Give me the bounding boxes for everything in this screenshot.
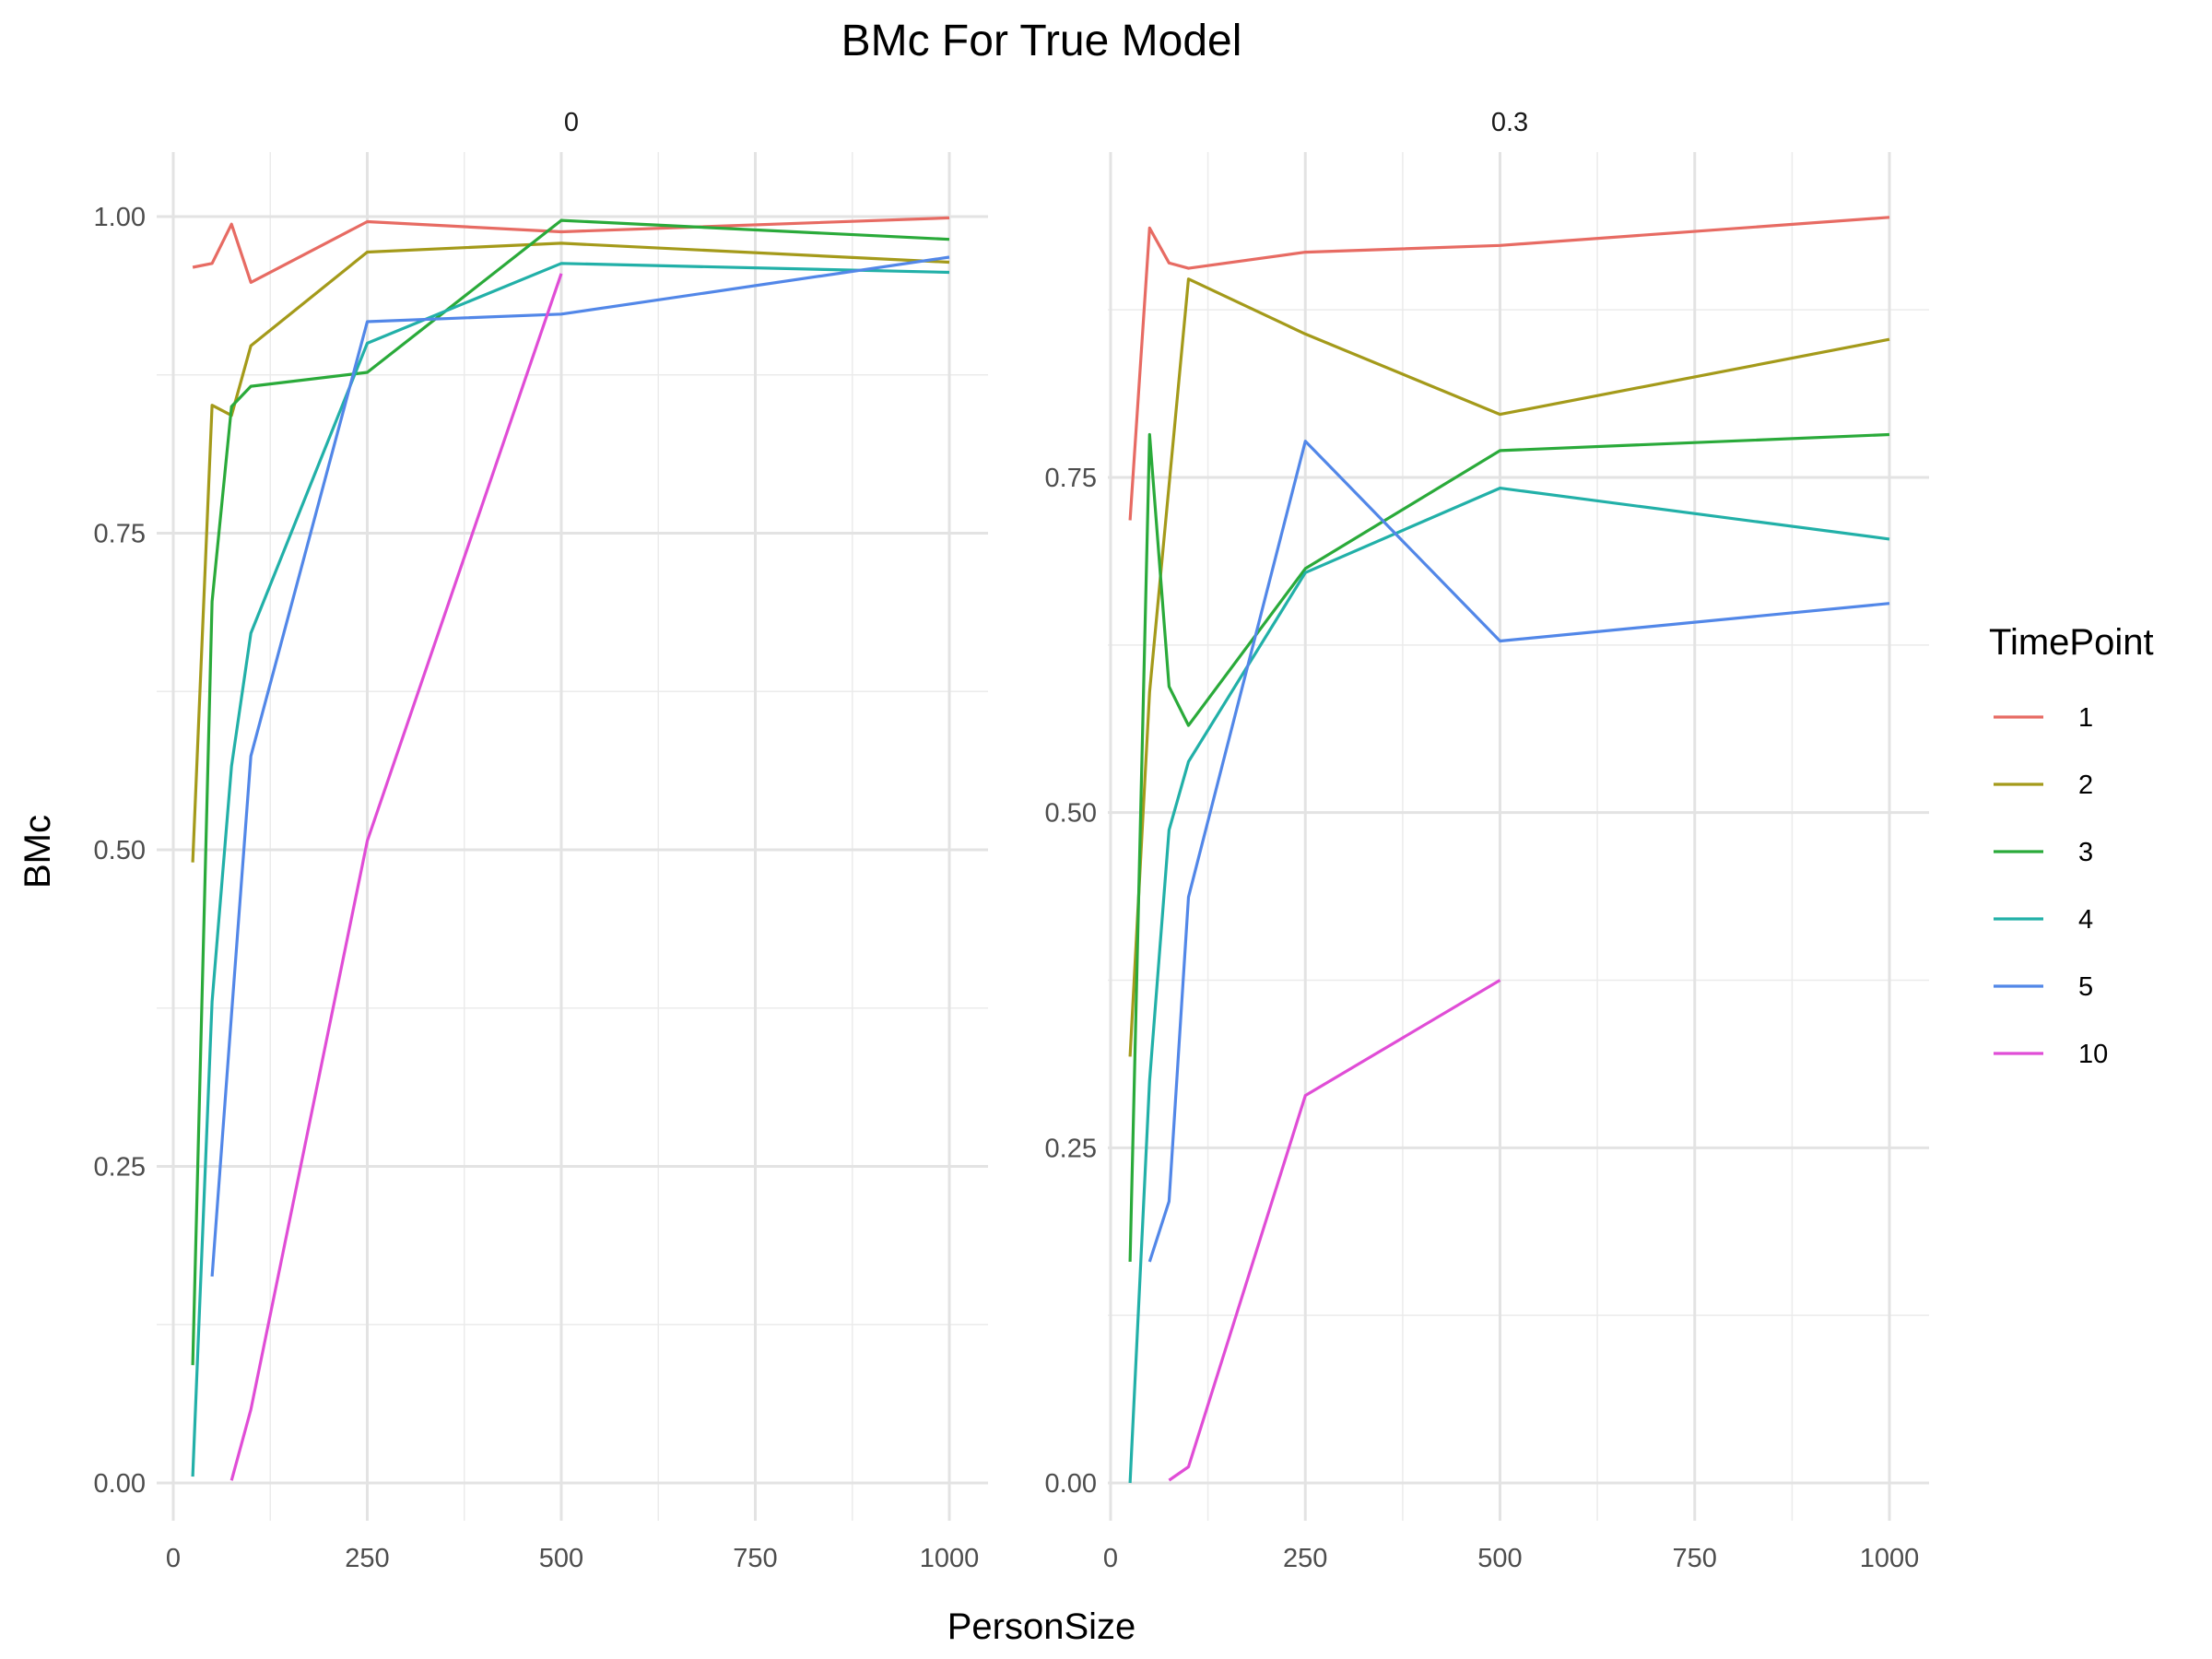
series-line-timepoint-4 [1128, 487, 1890, 1484]
y-tick-label: 0.25 [1045, 1134, 1097, 1163]
x-tick-label: 750 [1673, 1544, 1717, 1573]
chart-title: BMc For True Model [841, 17, 1242, 65]
series-line-timepoint-10 [1168, 979, 1501, 1482]
series-line-timepoint-3 [1128, 432, 1890, 1263]
gridlines [1108, 152, 1929, 1521]
y-tick-label: 0.50 [1045, 799, 1097, 829]
y-tick-label: 0.00 [94, 1469, 146, 1499]
series-line-timepoint-2 [1128, 277, 1890, 1057]
gridlines [157, 152, 988, 1521]
series-line-timepoint-1 [1128, 216, 1890, 521]
series-lines [1128, 216, 1890, 1484]
legend-item-5: 5 [1994, 972, 2093, 1002]
legend-label: 4 [2078, 905, 2093, 935]
series-line-timepoint-1 [192, 216, 950, 284]
x-tick-label: 1000 [920, 1544, 980, 1573]
legend-items: 1 2 3 4 5 10 [1994, 703, 2108, 1069]
facet-strip-label: 0 [564, 108, 579, 137]
y-tick-label: 0.75 [94, 520, 146, 549]
legend-item-1: 1 [1994, 703, 2093, 733]
legend-label: 10 [2078, 1040, 2108, 1069]
legend-label: 5 [2078, 972, 2093, 1002]
x-tick-label: 500 [539, 1544, 583, 1573]
legend-item-3: 3 [1994, 838, 2093, 867]
series-line-timepoint-5 [1147, 440, 1890, 1263]
x-tick-label: 750 [733, 1544, 777, 1573]
legend-label: 2 [2078, 771, 2093, 800]
y-tick-label: 1.00 [94, 203, 146, 232]
x-tick-label: 0 [1103, 1544, 1118, 1573]
series-line-timepoint-5 [210, 255, 950, 1277]
series-lines [191, 216, 950, 1481]
y-tick-label: 0.75 [1045, 464, 1097, 493]
facet-panels: 0 0 250 500 750 1000 0.00 0.25 0.50 0.75 1.00 0.3 0 2… [94, 108, 1929, 1573]
legend-title: TimePoint [1989, 622, 2154, 663]
legend-item-4: 4 [1994, 905, 2093, 935]
x-tick-label: 500 [1477, 1544, 1522, 1573]
facet-strip-label: 0.3 [1491, 108, 1528, 137]
panel-0-3: 0.3 0 250 500 750 1000 0.00 0.25 0.50 0.75 [1045, 108, 1929, 1573]
y-tick-label: 0.50 [94, 836, 146, 865]
x-axis-title: PersonSize [947, 1606, 1136, 1647]
y-axis-title: BMc [18, 815, 58, 888]
x-tick-label: 250 [1283, 1544, 1327, 1573]
series-line-timepoint-3 [191, 218, 950, 1366]
legend: TimePoint 1 2 3 4 5 10 [1989, 622, 2154, 1069]
y-tick-label: 0.25 [94, 1153, 146, 1182]
series-line-timepoint-2 [191, 241, 950, 863]
y-tick-label: 0.00 [1045, 1469, 1097, 1499]
x-tick-label: 0 [166, 1544, 181, 1573]
legend-label: 1 [2078, 703, 2093, 733]
legend-label: 3 [2078, 838, 2093, 867]
panel-0: 0 0 250 500 750 1000 0.00 0.25 0.50 0.75 1.00 [94, 108, 988, 1573]
legend-item-2: 2 [1994, 771, 2093, 800]
x-tick-label: 1000 [1860, 1544, 1920, 1573]
series-line-timepoint-10 [229, 273, 563, 1481]
series-line-timepoint-4 [191, 262, 950, 1477]
x-tick-label: 250 [345, 1544, 389, 1573]
legend-item-10: 10 [1994, 1040, 2108, 1069]
